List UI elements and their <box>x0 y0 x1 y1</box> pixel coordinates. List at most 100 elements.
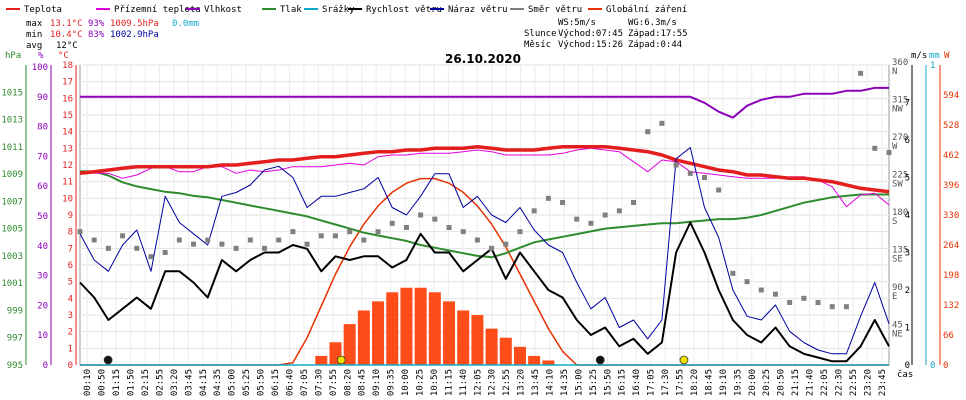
solar-bar <box>513 346 526 365</box>
tick-time: 22:55 <box>849 369 859 396</box>
info-slunce: Slunce <box>524 29 557 39</box>
tick-w: 66 <box>943 331 954 341</box>
tick-hpa: 1015 <box>1 88 23 98</box>
info-slunce-zapad: Západ:17:55 <box>628 29 688 39</box>
tick-time: 11:40 <box>459 369 469 396</box>
legend-item-srazky: Srážky <box>304 5 355 15</box>
humidity-line <box>80 86 889 119</box>
tick-time: 19:10 <box>719 369 729 396</box>
tick-time: 21:15 <box>791 369 801 396</box>
wind-dir-point <box>191 241 197 247</box>
stats-max-hum: 93% <box>88 19 105 29</box>
tick-pct: 80 <box>37 123 48 133</box>
tick-time: 14:35 <box>560 369 570 396</box>
wind-dir-point <box>162 250 168 255</box>
stats-min-label: min <box>26 30 42 40</box>
tick-time: 14:10 <box>546 369 556 396</box>
wind-dir-point <box>687 170 693 176</box>
legend-label-vlhkost: Vlhkost <box>204 5 242 15</box>
tick-time: 04:15 <box>199 369 209 396</box>
x-axis: 00:10 00:50 01:15 01:50 02:15 02:55 03:20 03:45… <box>83 369 888 396</box>
tick-dir-name: NE <box>892 330 903 340</box>
tick-time: 18:20 <box>690 369 700 396</box>
tick-time: 17:55 <box>676 369 686 396</box>
wind-dir-point <box>560 200 566 205</box>
tick-pct: 40 <box>37 242 48 252</box>
left-axes: 1015101310111009100710051003100199999799… <box>1 61 77 371</box>
tick-dir-name: E <box>892 292 897 302</box>
stats-block: max 13.1°C 93% 1009.5hPa 0.0mm min 10.4°… <box>26 19 199 51</box>
stats-min-temp: 10.4°C <box>50 30 83 40</box>
tick-hpa: 995 <box>7 361 23 371</box>
solar-bar <box>443 301 456 365</box>
wind-dir-point <box>545 195 551 201</box>
tick-time: 11:15 <box>444 369 454 396</box>
tick-ms: 2 <box>905 286 910 296</box>
wind-dir-point <box>460 229 466 235</box>
wind-dir-point <box>304 241 310 247</box>
tick-c: 12 <box>62 161 73 171</box>
wind-dir-point <box>332 233 338 239</box>
tick-time: 15:25 <box>589 369 599 396</box>
wind-dir-point <box>290 229 296 235</box>
tick-dir-deg: 225 <box>892 171 908 181</box>
legend-label-rychlost-vetru: Rychlost větru <box>366 5 442 15</box>
legend-label-tlak: Tlak <box>280 5 302 15</box>
solar-bar <box>386 292 399 365</box>
unit-mm: mm <box>929 51 940 61</box>
tick-time: 15:50 <box>603 369 613 396</box>
tick-time: 17:30 <box>661 369 671 396</box>
legend-item-vlhkost: Vlhkost <box>186 5 242 15</box>
unit-pct: % <box>38 51 44 61</box>
wind-dir-point <box>872 145 878 151</box>
sun-rise-marker <box>336 355 346 365</box>
tick-time: 03:45 <box>184 369 194 396</box>
legend-item-naraz-vetru: Náraz větru <box>430 5 508 15</box>
solar-bar <box>343 324 356 365</box>
tick-dir-name: S <box>892 217 897 227</box>
tick-mm: 0 <box>930 361 935 371</box>
tick-time: 17:05 <box>647 369 657 396</box>
stats-max-press: 1009.5hPa <box>110 19 159 29</box>
legend-item-globalni-zareni: Globální záření <box>588 5 687 15</box>
tick-w: 594 <box>943 91 959 101</box>
legend-item-teplota: Teplota <box>6 5 62 15</box>
tick-time: 07:05 <box>300 369 310 396</box>
axis-units: hPa % °C m/s mm W čas <box>5 51 950 380</box>
wind-dir-point <box>347 229 353 235</box>
solar-bar <box>542 360 555 365</box>
tick-time: 13:20 <box>517 369 527 396</box>
wind-dir-point <box>787 300 793 305</box>
tick-hpa: 1003 <box>1 252 23 262</box>
wind-dir-point <box>829 304 835 310</box>
tick-dir-deg: 135 <box>892 246 908 256</box>
legend-item-prizemni-teplota: Přízemní teplota <box>96 5 201 15</box>
legend-item-smer-vetru: Směr větru <box>510 5 582 15</box>
tick-w: 198 <box>943 271 959 281</box>
tick-pct: 90 <box>37 93 48 103</box>
tick-hpa: 1007 <box>1 197 23 207</box>
pressure-line <box>80 170 889 259</box>
tick-pct: 0 <box>43 361 48 371</box>
info-mesic-zapad: Západ:0:44 <box>628 40 682 50</box>
wind-dir-point <box>801 295 807 301</box>
tick-w: 330 <box>943 211 959 221</box>
tick-c: 17 <box>62 78 73 88</box>
solar-bar <box>528 355 541 365</box>
stats-max-label: max <box>26 19 43 29</box>
tick-time: 05:00 <box>228 369 238 396</box>
tick-time: 00:50 <box>98 369 108 396</box>
wind-dir-point <box>375 229 381 235</box>
stats-max-temp: 13.1°C <box>50 19 83 29</box>
tick-dir-deg: 360 <box>892 58 908 68</box>
tick-ms: 1 <box>905 324 910 334</box>
tick-pct: 30 <box>37 272 48 282</box>
wind-dir-point <box>659 120 665 126</box>
tick-c: 6 <box>68 261 73 271</box>
info-ws: WS:5m/s <box>558 18 596 28</box>
wind-dir-point <box>858 70 864 76</box>
wind-dir-point <box>503 241 509 247</box>
wind-dir-point <box>631 200 637 205</box>
tick-c: 14 <box>62 128 73 138</box>
tick-c: 9 <box>68 211 73 221</box>
